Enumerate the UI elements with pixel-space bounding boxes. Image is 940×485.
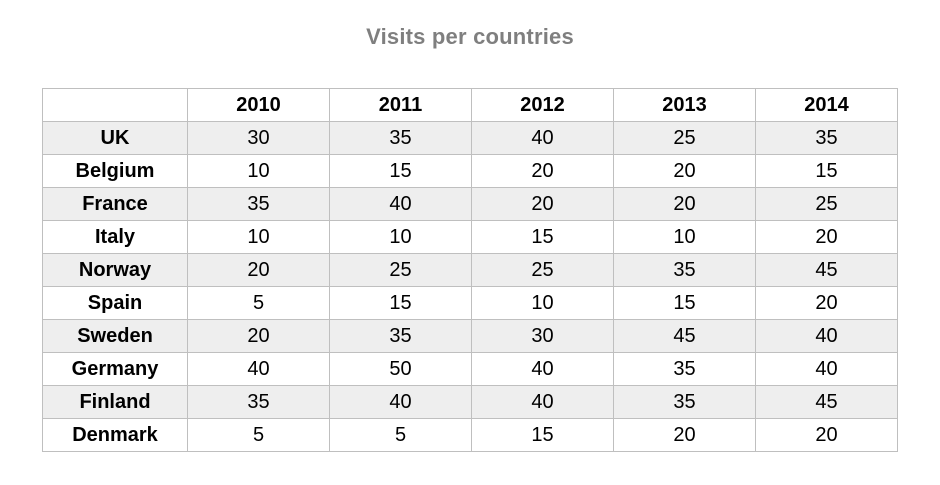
column-header: 2011 — [329, 88, 472, 122]
page-title: Visits per countries — [366, 24, 574, 49]
table-cell: 15 — [613, 286, 756, 320]
table-cell: 35 — [329, 121, 472, 155]
table-cell: 30 — [471, 319, 614, 353]
table-cell: 20 — [755, 418, 898, 452]
table-cell: 30 — [187, 121, 330, 155]
table-cell: 40 — [471, 121, 614, 155]
table-cell: 40 — [471, 385, 614, 419]
table-cell: 20 — [187, 253, 330, 287]
table-cell: 15 — [329, 286, 472, 320]
table-cell: 45 — [755, 253, 898, 287]
table-row: Italy 10 10 15 10 20 — [42, 220, 898, 254]
table-cell: 20 — [755, 220, 898, 254]
table-cell: 35 — [613, 253, 756, 287]
table-cell: 50 — [329, 352, 472, 386]
table-cell: 20 — [613, 418, 756, 452]
column-header: 2013 — [613, 88, 756, 122]
table-cell: 5 — [329, 418, 472, 452]
row-label: Germany — [42, 352, 188, 386]
row-label: Finland — [42, 385, 188, 419]
column-header: 2010 — [187, 88, 330, 122]
row-label: Sweden — [42, 319, 188, 353]
table-cell: 25 — [613, 121, 756, 155]
table-cell: 15 — [471, 418, 614, 452]
table-row: Sweden 20 35 30 45 40 — [42, 319, 898, 353]
table-cell: 20 — [471, 187, 614, 221]
table-cell: 20 — [755, 286, 898, 320]
table-row: Finland 35 40 40 35 45 — [42, 385, 898, 419]
visits-table-body: UK 30 35 40 25 35 Belgium 10 15 20 20 15 France 35 40 2… — [42, 121, 898, 452]
table-cell: 40 — [187, 352, 330, 386]
table-cell: 40 — [329, 385, 472, 419]
table-cell: 10 — [187, 154, 330, 188]
table-row: Norway 20 25 25 35 45 — [42, 253, 898, 287]
table-row: Belgium 10 15 20 20 15 — [42, 154, 898, 188]
table-cell: 35 — [187, 187, 330, 221]
column-header: 2012 — [471, 88, 614, 122]
row-label: UK — [42, 121, 188, 155]
table-cell: 35 — [755, 121, 898, 155]
table-row: Denmark 5 5 15 20 20 — [42, 418, 898, 452]
table-cell: 15 — [755, 154, 898, 188]
table-cell: 25 — [471, 253, 614, 287]
table-cell: 25 — [755, 187, 898, 221]
table-cell: 15 — [471, 220, 614, 254]
table-row: France 35 40 20 20 25 — [42, 187, 898, 221]
table-cell: 10 — [471, 286, 614, 320]
table-row: Germany 40 50 40 35 40 — [42, 352, 898, 386]
row-label: France — [42, 187, 188, 221]
row-label: Italy — [42, 220, 188, 254]
table-cell: 45 — [755, 385, 898, 419]
table-cell: 20 — [187, 319, 330, 353]
table-cell: 20 — [471, 154, 614, 188]
table-cell: 10 — [329, 220, 472, 254]
table-row: Spain 5 15 10 15 20 — [42, 286, 898, 320]
table-cell: 20 — [613, 187, 756, 221]
table-cell: 45 — [613, 319, 756, 353]
table-cell: 15 — [329, 154, 472, 188]
table-cell: 40 — [755, 319, 898, 353]
table-cell: 20 — [613, 154, 756, 188]
table-cell: 40 — [329, 187, 472, 221]
table-cell: 35 — [613, 352, 756, 386]
table-cell: 5 — [187, 418, 330, 452]
row-label: Belgium — [42, 154, 188, 188]
column-header: 2014 — [755, 88, 898, 122]
table-cell: 35 — [613, 385, 756, 419]
visits-table: 2010 2011 2012 2013 2014 UK 30 35 40 25 35 Belgium… — [42, 88, 898, 452]
table-row: UK 30 35 40 25 35 — [42, 121, 898, 155]
table-cell: 5 — [187, 286, 330, 320]
row-label: Denmark — [42, 418, 188, 452]
corner-header-cell — [42, 88, 188, 122]
table-cell: 40 — [471, 352, 614, 386]
row-label: Norway — [42, 253, 188, 287]
table-cell: 35 — [329, 319, 472, 353]
row-label: Spain — [42, 286, 188, 320]
table-cell: 10 — [613, 220, 756, 254]
table-cell: 40 — [755, 352, 898, 386]
header-row: 2010 2011 2012 2013 2014 — [42, 88, 898, 122]
table-cell: 35 — [187, 385, 330, 419]
table-cell: 25 — [329, 253, 472, 287]
table-cell: 10 — [187, 220, 330, 254]
